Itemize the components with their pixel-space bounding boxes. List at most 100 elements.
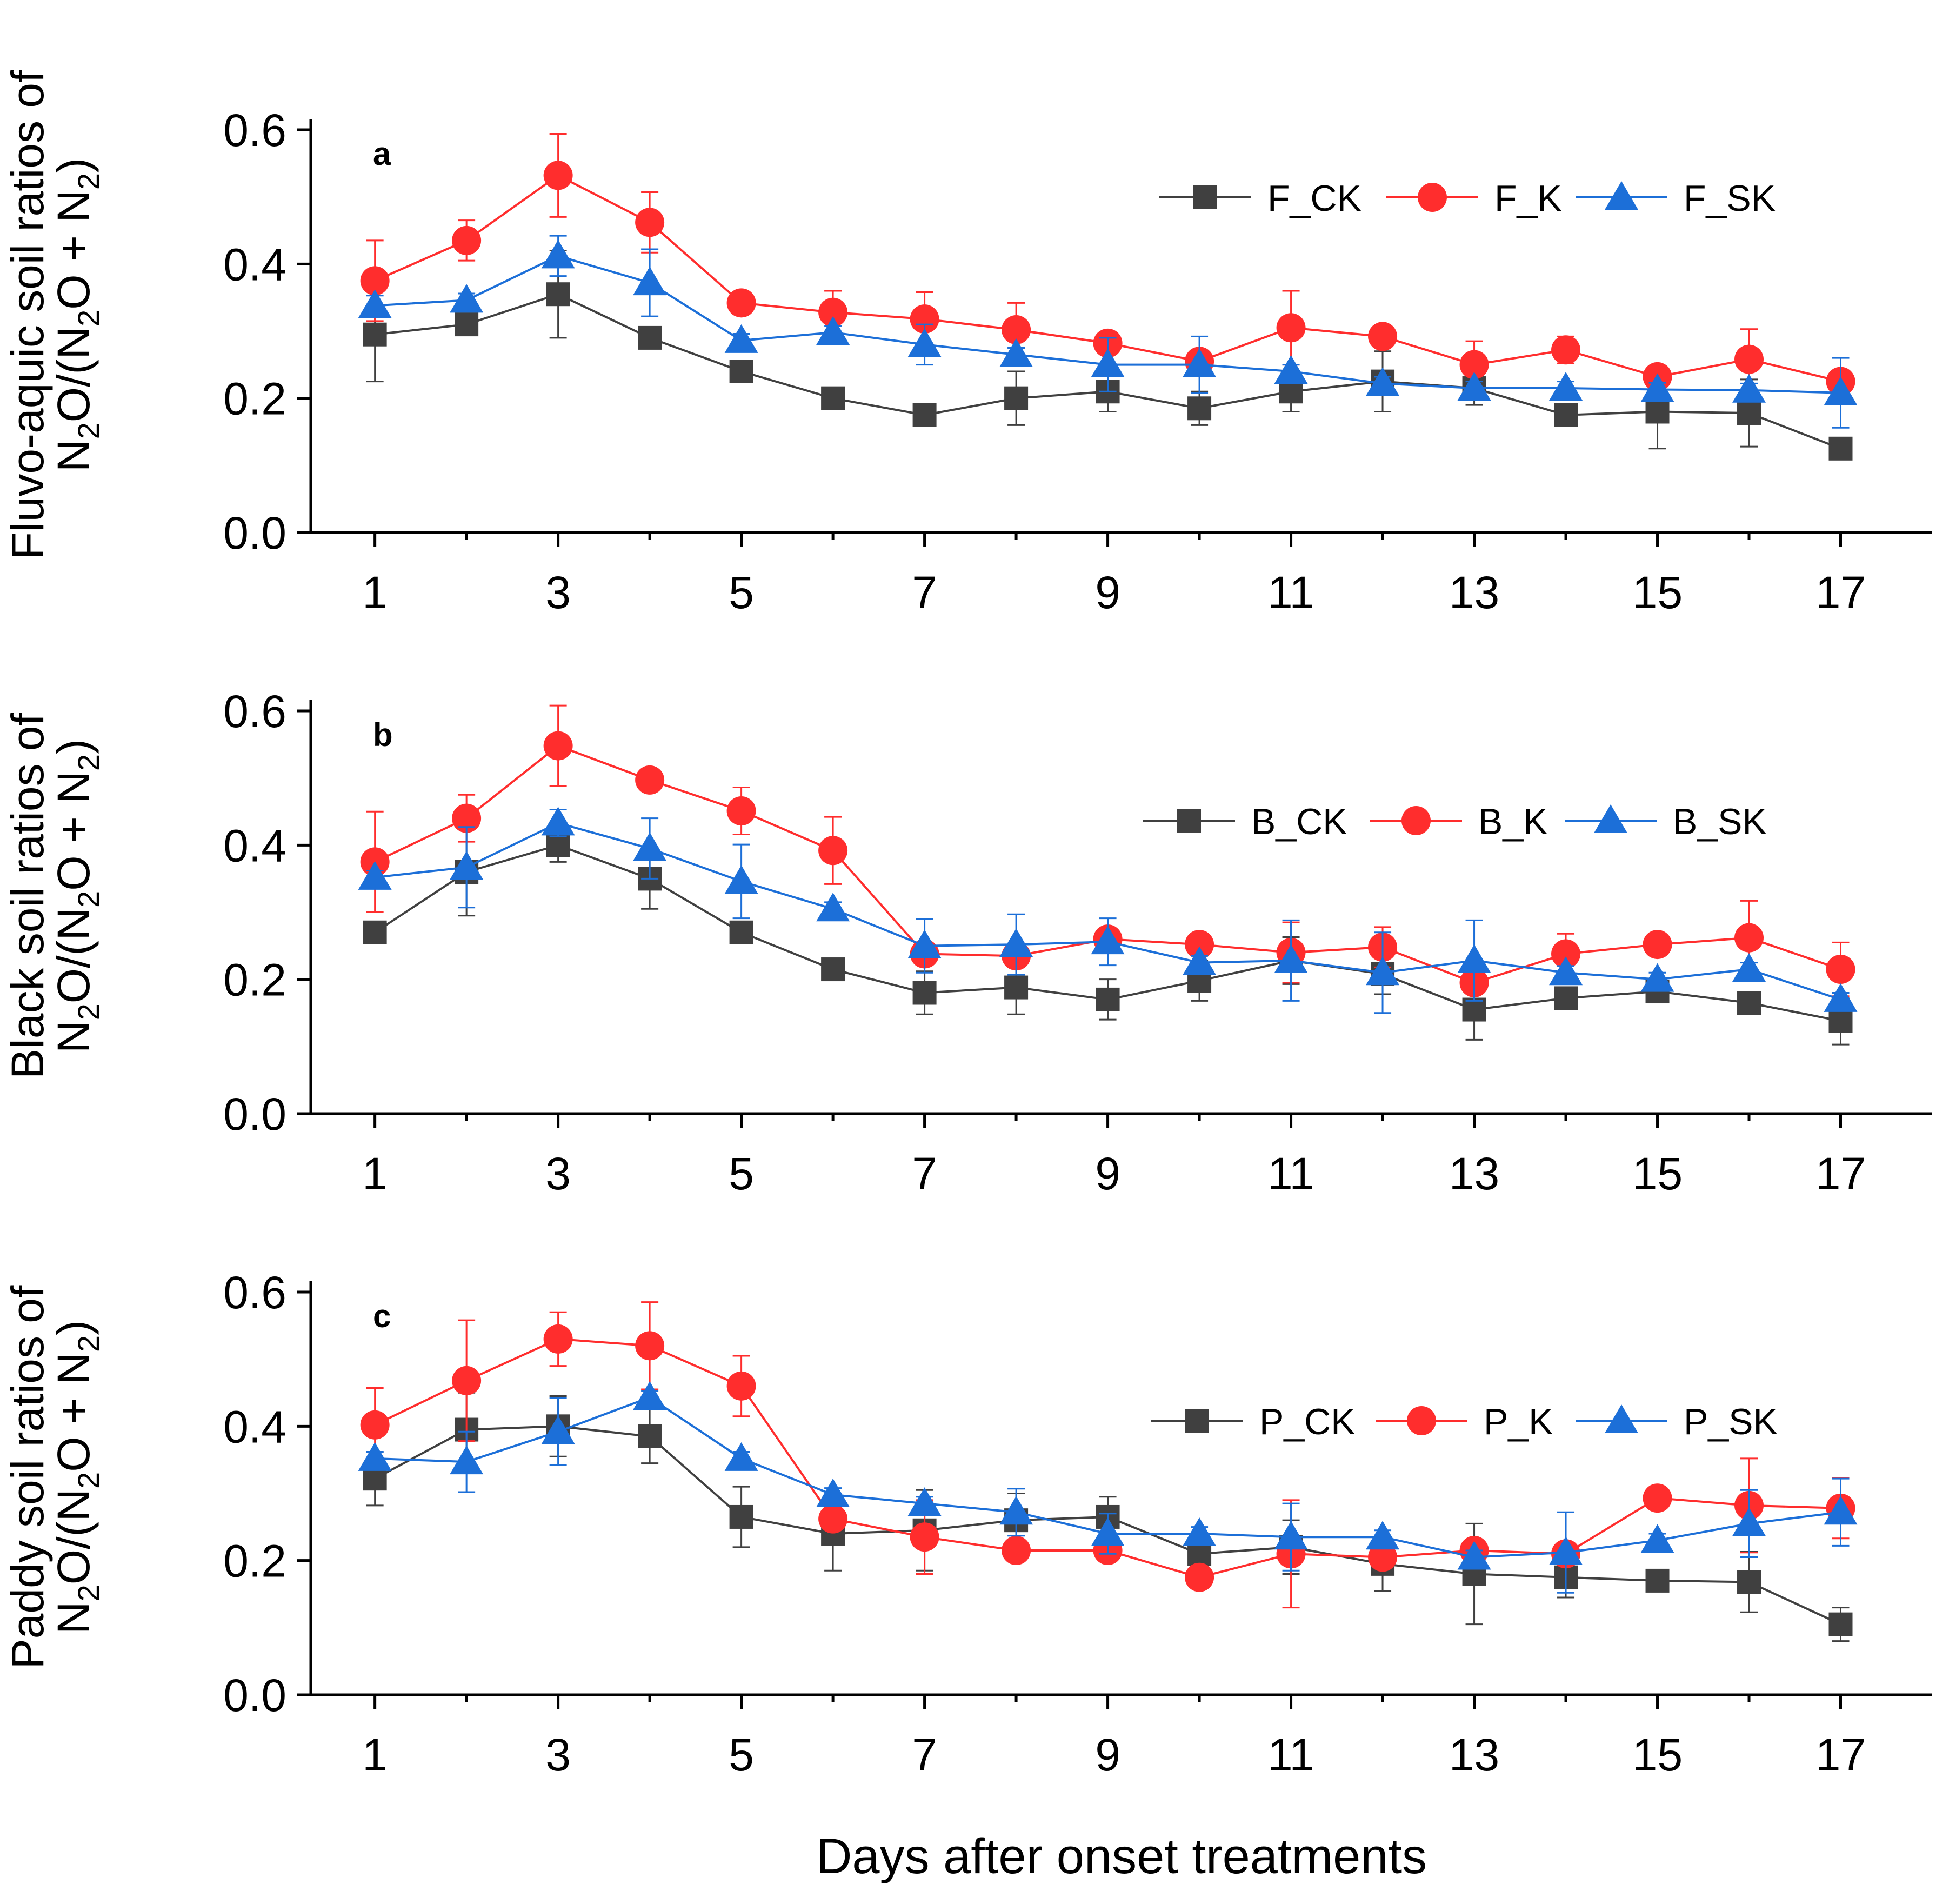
data-point [543, 1324, 573, 1354]
series-B_SK [358, 807, 1858, 1014]
data-point [1828, 1612, 1853, 1636]
data-point [1828, 436, 1853, 461]
legend-label: P_K [1484, 1401, 1553, 1442]
y-axis-title-text: ) [48, 158, 99, 173]
x-tick-label: 15 [1632, 1729, 1683, 1780]
data-point [1004, 386, 1029, 410]
data-point [1824, 1496, 1858, 1525]
data-point [635, 765, 665, 795]
data-point [818, 1504, 848, 1534]
data-point [726, 796, 756, 826]
legend-entry-F_SK: F_SK [1576, 178, 1776, 219]
data-point [360, 1410, 390, 1440]
data-point [635, 208, 665, 237]
series-F_SK [358, 235, 1858, 429]
data-point [1549, 1536, 1583, 1565]
data-point [724, 1442, 758, 1471]
y-axis-title-line1: Fluvo-aquic soil ratios of [2, 70, 53, 560]
x-tick-label: 1 [362, 1729, 388, 1780]
y-axis-title-line2: N2O/(N2O + N2) [48, 158, 105, 472]
data-point [541, 807, 575, 836]
y-axis-title-text: O/(N [48, 908, 99, 1003]
data-point [724, 865, 758, 894]
y-tick-label: 0.0 [223, 1670, 286, 1721]
x-tick-label: 13 [1449, 1729, 1499, 1780]
data-point [543, 731, 573, 761]
y-axis-title-subscript: 2 [71, 1003, 105, 1020]
data-point [1734, 344, 1764, 374]
data-point [635, 1331, 665, 1361]
data-point [1274, 355, 1308, 384]
data-point [724, 324, 758, 353]
legend-entry-B_SK: B_SK [1565, 801, 1767, 842]
y-axis-title-subscript: 2 [71, 310, 105, 327]
data-point [1366, 367, 1400, 396]
x-tick-label: 17 [1815, 1729, 1866, 1780]
data-point [1002, 1536, 1031, 1566]
x-tick-label: 9 [1095, 1729, 1120, 1780]
data-point [363, 322, 387, 347]
data-point [455, 312, 479, 337]
data-point [1828, 1009, 1853, 1033]
y-tick-label: 0.4 [223, 820, 286, 871]
data-point [1457, 1541, 1491, 1570]
panel-label: b [373, 717, 393, 753]
data-point [450, 284, 484, 313]
data-point [450, 1446, 484, 1475]
y-axis-title-line1: Paddy soil ratios of [2, 1285, 53, 1669]
x-axis-title: Days after onset treatments [816, 1829, 1427, 1884]
legend-entry-P_K: P_K [1376, 1401, 1553, 1442]
y-tick-label: 0.4 [223, 239, 286, 290]
data-point [818, 836, 848, 866]
data-point [1643, 1483, 1672, 1513]
y-tick-label: 0.0 [223, 508, 286, 558]
data-point [1004, 975, 1029, 1000]
data-point [633, 832, 667, 861]
data-point [1091, 1517, 1125, 1546]
data-point [1551, 939, 1581, 969]
data-point [358, 1442, 392, 1471]
y-axis-title-text: N [48, 439, 99, 472]
data-point [816, 1478, 850, 1507]
x-tick-label: 1 [362, 567, 388, 618]
y-axis-title-subscript: 2 [71, 891, 105, 908]
data-point [1732, 1507, 1766, 1536]
data-point [543, 161, 573, 190]
panel-label: c [373, 1298, 391, 1334]
data-point [633, 1381, 667, 1410]
legend-entry-P_SK: P_SK [1576, 1401, 1778, 1442]
x-tick-label: 5 [729, 1148, 754, 1199]
data-point [1274, 1521, 1308, 1550]
y-axis-title-text: O + N [48, 190, 99, 310]
legend-label: F_SK [1684, 178, 1776, 219]
data-point [1274, 944, 1308, 973]
data-point [452, 1366, 482, 1395]
data-point [452, 225, 482, 255]
y-tick-label: 0.0 [223, 1089, 286, 1140]
y-axis-title-subscript: 2 [71, 1335, 105, 1352]
data-point [907, 1487, 942, 1516]
x-tick-label: 7 [912, 567, 937, 618]
data-point [1640, 1524, 1674, 1553]
legend-label: B_CK [1251, 801, 1347, 842]
x-tick-label: 11 [1267, 1729, 1314, 1780]
data-point [726, 1371, 756, 1401]
y-axis-title-text: ) [48, 1320, 99, 1335]
y-axis-title-subscript: 2 [71, 422, 105, 439]
y-axis-title-text: O + N [48, 1352, 99, 1472]
data-point [1737, 991, 1761, 1015]
y-tick-label: 0.6 [223, 1267, 286, 1318]
x-tick-label: 1 [362, 1148, 388, 1199]
data-point [821, 957, 845, 982]
data-point [1732, 374, 1766, 403]
data-point [363, 920, 387, 944]
data-point [633, 267, 667, 296]
data-point [1824, 983, 1858, 1012]
legend-entry-B_K: B_K [1370, 801, 1548, 842]
data-point [729, 1504, 753, 1529]
data-point [818, 297, 848, 327]
